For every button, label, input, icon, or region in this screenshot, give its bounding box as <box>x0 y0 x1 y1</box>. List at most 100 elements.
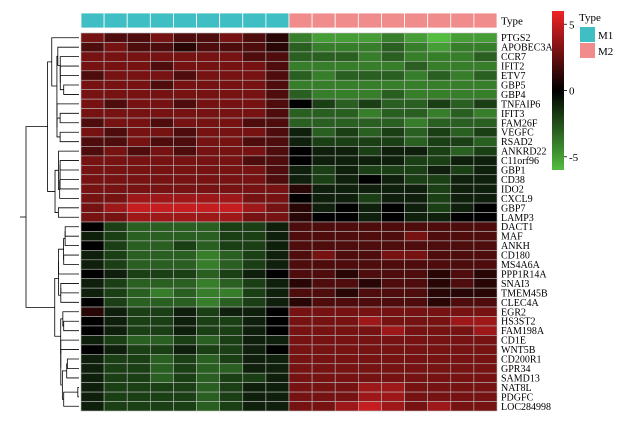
heatmap-cell <box>311 183 336 194</box>
heatmap-cell <box>219 382 244 393</box>
heatmap-cell <box>334 306 359 317</box>
heatmap-cell <box>404 98 428 109</box>
heatmap-cell <box>265 306 290 317</box>
heatmap-cell <box>358 212 382 223</box>
heatmap-cell <box>473 231 498 242</box>
heatmap-cell <box>473 278 498 289</box>
heatmap-cell <box>265 240 290 251</box>
dendrogram-branch <box>61 370 67 400</box>
heatmap-cell <box>288 79 313 90</box>
heatmap-cell <box>173 32 197 43</box>
heatmap-cell <box>150 202 174 213</box>
heatmap-cell <box>150 221 174 232</box>
heatmap-cell <box>358 250 382 261</box>
heatmap-cell <box>219 240 244 251</box>
heatmap-cell <box>173 401 197 412</box>
heatmap-cell <box>103 146 128 157</box>
heatmap-cell <box>404 174 428 185</box>
heatmap-cell <box>427 363 452 374</box>
heatmap-cell <box>126 32 151 43</box>
heatmap-cell <box>150 136 174 147</box>
heatmap-cell <box>242 363 267 374</box>
heatmap-cell <box>103 231 128 242</box>
dendrogram-branch <box>64 226 79 237</box>
heatmap-cell <box>150 32 174 43</box>
heatmap-cell <box>358 89 382 100</box>
heatmap-cell <box>150 268 174 279</box>
heatmap-cell <box>150 278 174 289</box>
heatmap-cell <box>242 297 267 308</box>
heatmap-cell <box>381 306 405 317</box>
heatmap-cell <box>219 325 244 336</box>
heatmap-cell <box>450 89 475 100</box>
heatmap-cell <box>219 391 244 402</box>
heatmap-cell <box>358 79 382 90</box>
heatmap-cell <box>126 202 151 213</box>
annotation-cell <box>473 12 498 29</box>
heatmap-cell <box>311 382 336 393</box>
heatmap-cell <box>450 382 475 393</box>
heatmap-cell <box>219 155 244 166</box>
heatmap-cell <box>150 240 174 251</box>
heatmap-cell <box>311 297 336 308</box>
dendrogram-branch <box>63 238 66 261</box>
heatmap-cell <box>358 61 382 72</box>
heatmap-cell <box>381 287 405 298</box>
heatmap-cell <box>126 117 151 128</box>
heatmap-cell <box>358 372 382 383</box>
dendrogram-branch <box>63 320 79 332</box>
dendrogram-branch <box>47 61 56 192</box>
heatmap-cell <box>381 391 405 402</box>
heatmap-cell <box>126 316 151 327</box>
heatmap-cell <box>219 183 244 194</box>
heatmap-cell <box>450 325 475 336</box>
heatmap-cell <box>358 382 382 393</box>
heatmap-cell <box>404 117 428 128</box>
color-scale-bar <box>552 11 564 170</box>
heatmap-cell <box>242 325 267 336</box>
heatmap-cell <box>288 202 313 213</box>
heatmap-cell <box>80 32 105 43</box>
heatmap-cell <box>404 202 428 213</box>
heatmap-cell <box>450 259 475 270</box>
heatmap-cell <box>358 221 382 232</box>
heatmap-cell <box>288 61 313 72</box>
heatmap-cell <box>173 89 197 100</box>
heatmap-cell <box>381 136 405 147</box>
dendrogram-branch <box>59 75 79 91</box>
heatmap-cell <box>103 297 128 308</box>
heatmap-cell <box>150 127 174 138</box>
heatmap-cell <box>358 344 382 355</box>
heatmap-cell <box>427 372 452 383</box>
heatmap-cell <box>334 127 359 138</box>
heatmap-cell <box>242 231 267 242</box>
heatmap-cell <box>219 165 244 176</box>
heatmap-cell <box>126 136 151 147</box>
annotation-cell <box>126 12 151 29</box>
heatmap-cell <box>126 165 151 176</box>
heatmap-cell <box>242 316 267 327</box>
heatmap-cell <box>473 98 498 109</box>
heatmap-cell <box>288 42 313 53</box>
heatmap-cell <box>473 344 498 355</box>
heatmap-cell <box>288 287 313 298</box>
heatmap-cell <box>196 32 220 43</box>
heatmap-cell <box>334 117 359 128</box>
heatmap-cell <box>173 278 197 289</box>
heatmap-cell <box>265 316 290 327</box>
heatmap-cell <box>334 278 359 289</box>
heatmap-cell <box>381 259 405 270</box>
row-label: C11orf96 <box>501 156 539 167</box>
heatmap-cell <box>196 174 220 185</box>
heatmap-cell <box>126 155 151 166</box>
heatmap-cell <box>173 353 197 365</box>
heatmap-cell <box>288 372 313 383</box>
heatmap-cell <box>150 250 174 261</box>
heatmap-cell <box>103 325 128 336</box>
heatmap-cell <box>427 127 452 138</box>
heatmap-cell <box>242 155 267 166</box>
dendrogram-branch <box>59 160 79 171</box>
heatmap-cell <box>80 372 105 383</box>
heatmap-cell <box>404 212 428 223</box>
heatmap-cell <box>288 127 313 138</box>
